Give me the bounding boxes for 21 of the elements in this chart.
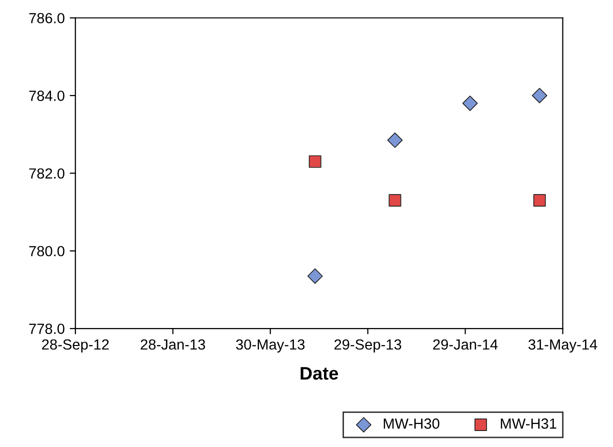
- x-tick-label: 29-Jan-14: [433, 339, 498, 350]
- x-tick-label: 29-Sep-13: [334, 339, 402, 353]
- legend-label: MW-H30: [384, 418, 440, 429]
- point: [308, 155, 322, 168]
- point: [533, 194, 546, 207]
- x-tick-label: 28-Jan-13: [140, 339, 206, 350]
- point: [307, 268, 323, 284]
- y-tick-label: 782.0: [29, 168, 64, 179]
- x-tick-label: 31-May-14: [528, 339, 598, 353]
- x-tick-label: 28-Sep-12: [42, 339, 109, 353]
- y-tick-label: 786.0: [29, 12, 64, 24]
- point: [462, 96, 478, 112]
- y-tick-label: 780.0: [29, 246, 64, 256]
- x-axis-title: Date: [300, 367, 338, 380]
- x-tick-label: 30-May-13: [236, 339, 305, 353]
- point: [532, 88, 548, 104]
- point: [387, 132, 403, 148]
- point: [388, 194, 402, 207]
- legend-label: MW-H31: [500, 418, 556, 429]
- y-tick-label: 784.0: [29, 90, 64, 101]
- y-tick-label: 778.0: [29, 324, 64, 334]
